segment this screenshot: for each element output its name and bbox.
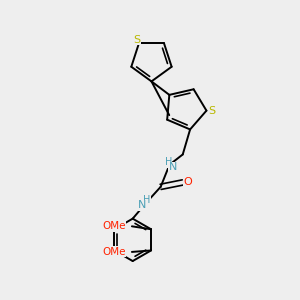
Text: OMe: OMe [102, 247, 125, 257]
Text: O: O [116, 221, 124, 231]
Text: S: S [133, 34, 140, 44]
Text: N: N [169, 162, 177, 172]
Text: S: S [208, 106, 215, 116]
Text: H: H [165, 158, 172, 167]
Text: N: N [138, 200, 147, 210]
Text: O: O [184, 177, 192, 188]
Text: H: H [143, 195, 151, 205]
Text: O: O [116, 247, 124, 257]
Text: OMe: OMe [102, 221, 125, 231]
